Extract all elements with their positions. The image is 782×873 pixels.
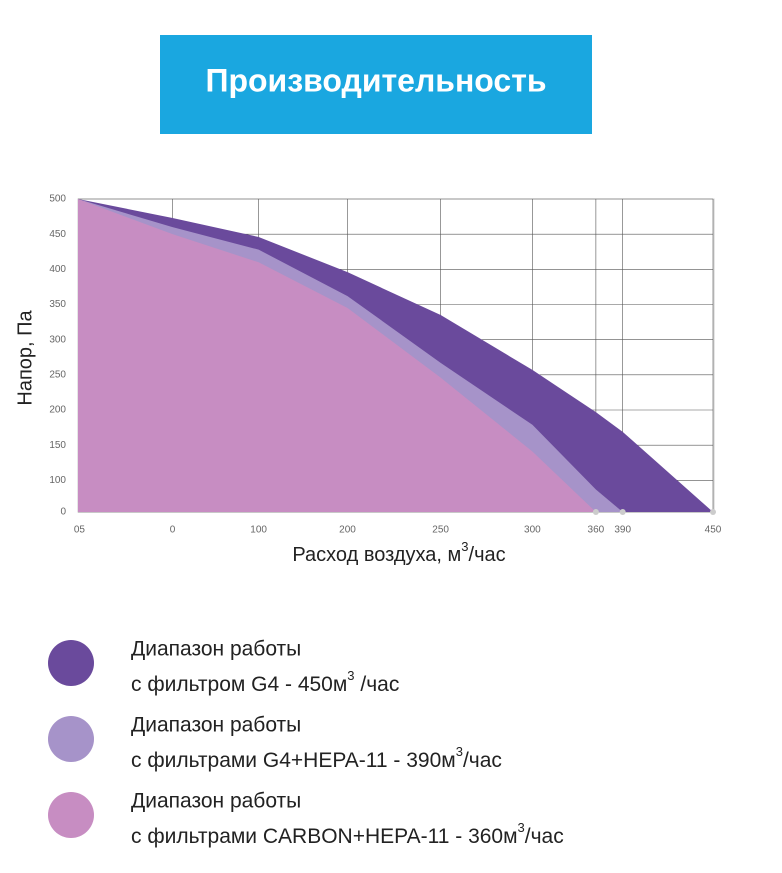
legend-title: Диапазон работы [131,714,301,737]
end-point [619,509,626,515]
legend-title: Диапазон работы [131,638,301,661]
x-tick-label: 450 [705,525,722,536]
legend-detail: с фильтрами CARBON+HEPA-11 - 360м3/час [131,820,564,847]
legend-detail-text: с фильтрами CARBON+HEPA-11 - 360м [131,825,518,848]
y-tick-label: 250 [49,369,66,380]
x-tick-label: 0 [170,525,176,536]
legend-swatch [48,716,94,762]
x-tick-label: 390 [614,525,631,536]
legend-detail-sup: 3 [456,744,463,759]
y-tick-label: 300 [49,334,66,345]
legend-swatch [48,640,94,686]
x-axis-label-sup: 3 [461,539,468,554]
y-tick-label: 0 [60,507,66,518]
x-tick-label: 360 [588,525,605,536]
y-tick-label: 400 [49,264,66,275]
legend-detail-sup: 3 [347,668,354,683]
y-tick-label: 150 [49,440,66,451]
legend-swatch [48,792,94,838]
x-tick-label: 05 [74,525,86,536]
x-tick-label: 100 [250,525,267,536]
x-axis-label-text: Расход воздуха, м [292,544,461,566]
legend-detail-text: с фильтрами G4+HEPA-11 - 390м [131,749,456,772]
end-point [592,509,599,515]
y-tick-label: 200 [49,405,66,416]
x-tick-label: 250 [432,525,449,536]
x-tick-label: 200 [339,525,356,536]
y-tick-label: 350 [49,299,66,310]
legend-detail-end: /час [463,749,502,772]
x-axis-label: Расход воздуха, м3/час [292,539,505,566]
x-axis-label-end: /час [469,544,506,566]
legend-detail-end: /час [525,825,564,848]
series-area [78,199,596,512]
legend-detail: с фильтрами G4+HEPA-11 - 390м3/час [131,744,502,771]
end-point [710,509,716,515]
legend-detail: с фильтром G4 - 450м3 /час [131,668,399,695]
legend-detail-sup: 3 [518,820,525,835]
header-title: Производительность [205,62,546,98]
legend-title: Диапазон работы [131,790,301,813]
x-tick-label: 300 [524,525,541,536]
y-tick-label: 100 [49,475,66,486]
header-box [160,35,592,134]
legend-detail-text: с фильтром G4 - 450м [131,673,347,696]
areas [78,199,713,512]
y-axis-label: Напор, Па [14,310,36,406]
y-tick-label: 500 [49,194,66,205]
legend-detail-end: /час [355,673,400,696]
y-tick-label: 450 [49,229,66,240]
